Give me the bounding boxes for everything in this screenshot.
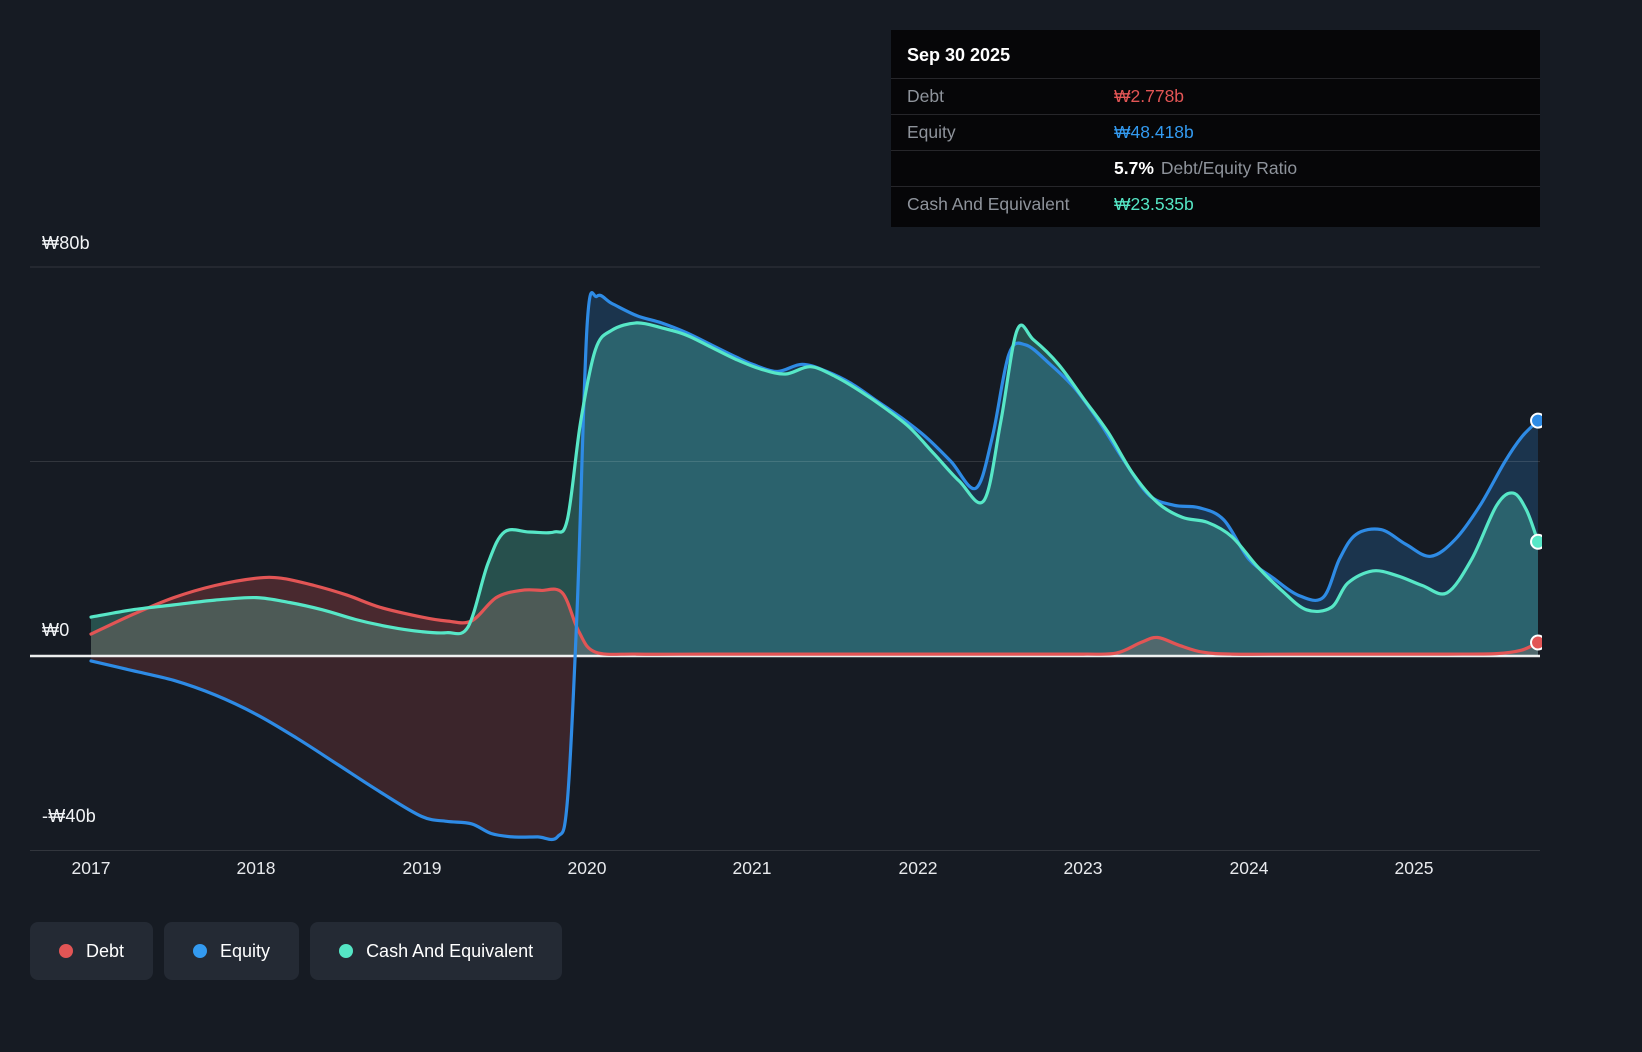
x-tick-2022: 2022 [898,858,938,878]
legend-item-cash-label: Cash And Equivalent [366,940,534,961]
x-tick-2025: 2025 [1394,858,1434,878]
equity-line [89,291,1540,842]
tooltip-ratio-row: 5.7% Debt/Equity Ratio [891,150,1540,186]
tooltip-equity-label: Equity [907,122,956,142]
x-tick-2017: 2017 [71,858,111,878]
legend-item-debt[interactable]: Debt [30,922,154,980]
equity-area-negative [91,656,1538,840]
x-tick-2021: 2021 [732,858,772,878]
x-tick-2020: 2020 [567,858,607,878]
tooltip-debt-label: Debt [907,86,944,106]
legend-item-equity[interactable]: Equity [164,922,300,980]
y-axis-label-80b: ₩80b [42,233,90,253]
tooltip-debt-value: ₩2.778b [1114,86,1185,106]
y-axis-label-0: ₩0 [42,620,70,640]
legend-item-equity-label: Equity [220,940,271,961]
legend-item-cash[interactable]: Cash And Equivalent [310,922,563,980]
cash-legend-dot-icon [339,944,354,958]
equity-area [91,292,1538,656]
debt-legend-dot-icon [59,944,73,958]
chart-canvas[interactable] [0,0,1542,1052]
tooltip-ratio-label: Debt/Equity Ratio [1160,158,1298,178]
debt-endpoint-marker [1530,634,1542,651]
tooltip-date: Sep 30 2025 [907,45,1011,65]
legend: Debt Equity Cash And Equivalent [30,922,563,980]
cash-endpoint-marker [1530,533,1542,550]
equity-legend-dot-icon [193,944,208,958]
legend-item-debt-label: Debt [86,940,125,961]
x-tick-2018: 2018 [236,858,276,878]
x-tick-2023: 2023 [1063,858,1103,878]
tooltip-debt-row: Debt ₩2.778b [891,78,1540,114]
tooltip-cash-row: Cash And Equivalent ₩23.535b [891,186,1540,222]
cash-line [89,321,1540,636]
debt-area [91,577,1538,656]
x-axis: 2017 2018 2019 2020 2021 2022 2023 2024 … [0,858,1642,888]
tooltip-cash-value: ₩23.535b [1114,194,1194,214]
equity-endpoint-marker [1530,412,1542,429]
x-tick-2019: 2019 [402,858,442,878]
tooltip-ratio-value-group: 5.7% Debt/Equity Ratio [1114,158,1297,179]
chart-tooltip: Sep 30 2025 Debt ₩2.778b Equity ₩48.418b… [891,30,1540,227]
tooltip-equity-row: Equity ₩48.418b [891,114,1540,150]
cash-area [91,322,1538,656]
debt-line [89,575,1540,656]
y-axis-label-neg40b: -₩40b [42,806,97,826]
tooltip-cash-label: Cash And Equivalent [907,194,1070,214]
x-tick-2024: 2024 [1229,858,1269,878]
tooltip-equity-value: ₩48.418b [1114,122,1194,142]
tooltip-ratio-value: 5.7% [1114,158,1154,178]
